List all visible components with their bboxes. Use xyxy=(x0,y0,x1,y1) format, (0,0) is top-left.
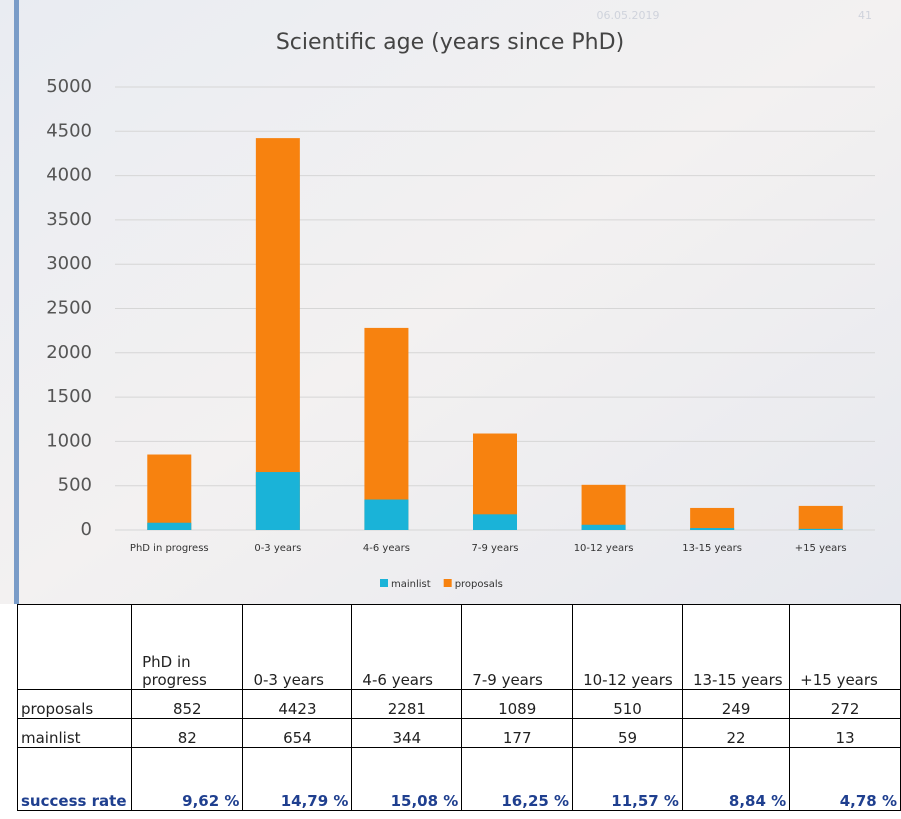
y-tick-label: 1500 xyxy=(46,386,92,407)
table-cell: 4-6 years xyxy=(351,604,463,690)
bar xyxy=(255,472,300,530)
legend-swatch xyxy=(380,579,388,587)
table-row: proposals 852 4423 2281 1089 510 249 272 xyxy=(16,689,901,719)
table-cell: 4423 xyxy=(242,689,353,719)
table-cell: 1089 xyxy=(461,689,574,719)
table-cell: 0-3 years xyxy=(242,604,353,690)
y-tick-label: 4000 xyxy=(46,165,92,186)
table-row: PhD in progress 0-3 years 4-6 years 7-9 yea… xyxy=(16,604,901,690)
bar xyxy=(473,514,517,530)
y-tick-label: 0 xyxy=(81,519,92,540)
bar xyxy=(690,507,735,530)
bar xyxy=(798,505,843,530)
table-cell: +15 years xyxy=(789,604,901,690)
table-cell: 13 xyxy=(789,718,901,748)
bar xyxy=(690,528,735,530)
bar xyxy=(364,327,409,530)
x-tick-label: PhD in progress xyxy=(130,543,209,554)
table-cell: 10-12 years xyxy=(572,604,683,690)
table-cell: 11,57 % xyxy=(572,747,683,811)
table-cell: success rate xyxy=(16,747,133,811)
x-tick-label: 0-3 years xyxy=(254,543,301,554)
table-cell: 15,08 % xyxy=(351,747,463,811)
y-tick-label: 1000 xyxy=(46,430,92,451)
y-tick-label: 3000 xyxy=(46,253,92,274)
table-cell xyxy=(16,604,133,690)
table-cell: 510 xyxy=(572,689,683,719)
bar xyxy=(147,454,192,530)
table-cell: 8,84 % xyxy=(681,747,791,811)
y-tick-label: 2500 xyxy=(46,298,92,319)
legend-label: mainlist xyxy=(391,579,431,590)
table-cell: proposals xyxy=(16,689,133,719)
bar xyxy=(798,528,843,530)
table-cell: 654 xyxy=(242,718,353,748)
table-cell: 272 xyxy=(789,689,901,719)
y-tick-label: 4500 xyxy=(46,120,92,141)
data-table: PhD in progress 0-3 years 4-6 years 7-9 yea… xyxy=(16,604,901,811)
x-tick-label: +15 years xyxy=(795,543,847,554)
table-cell: 22 xyxy=(681,718,791,748)
table-cell: 249 xyxy=(681,689,791,719)
x-tick-label: 10-12 years xyxy=(574,543,634,554)
table-cell: 82 xyxy=(131,718,244,748)
table-cell: 177 xyxy=(461,718,574,748)
y-tick-label: 5000 xyxy=(46,76,92,97)
table-cell: mainlist xyxy=(16,718,133,748)
table-cell: 13-15 years xyxy=(681,604,791,690)
legend-swatch xyxy=(443,579,452,587)
background xyxy=(0,0,901,604)
table-cell: 344 xyxy=(351,718,463,748)
table-cell: 16,25 % xyxy=(461,747,574,811)
table-cell: 9,62 % xyxy=(131,747,244,811)
bar xyxy=(581,484,626,530)
x-tick-label: 13-15 years xyxy=(682,543,742,554)
table-cell: 7-9 years xyxy=(461,604,574,690)
bar xyxy=(364,499,409,530)
table-cell: 2281 xyxy=(351,689,463,719)
y-tick-label: 2000 xyxy=(46,342,92,363)
table-cell: 14,79 % xyxy=(242,747,353,811)
slide-page: 41 xyxy=(858,9,872,22)
chart: 06.05.2019 41 Scientific age (years sinc… xyxy=(0,0,901,604)
table-cell: 4,78 % xyxy=(789,747,901,811)
x-tick-label: 4-6 years xyxy=(363,543,410,554)
slide-date: 06.05.2019 xyxy=(597,9,660,22)
legend-label: proposals xyxy=(455,579,503,590)
table-cell: PhD in progress xyxy=(131,604,244,690)
table-cell: 59 xyxy=(572,718,683,748)
bar xyxy=(581,524,626,530)
bar xyxy=(147,522,192,530)
y-tick-label: 3500 xyxy=(46,209,92,230)
chart-title: Scientific age (years since PhD) xyxy=(276,30,624,55)
table-row: success rate 9,62 % 14,79 % 15,08 % 16,25 % 1… xyxy=(16,747,901,811)
bar xyxy=(473,433,517,530)
table-cell: 852 xyxy=(131,689,244,719)
border xyxy=(14,0,19,604)
bar xyxy=(255,138,300,530)
x-tick-label: 7-9 years xyxy=(471,543,518,554)
table-row: mainlist 82 654 344 177 59 22 13 xyxy=(16,718,901,748)
y-tick-label: 500 xyxy=(58,475,92,496)
